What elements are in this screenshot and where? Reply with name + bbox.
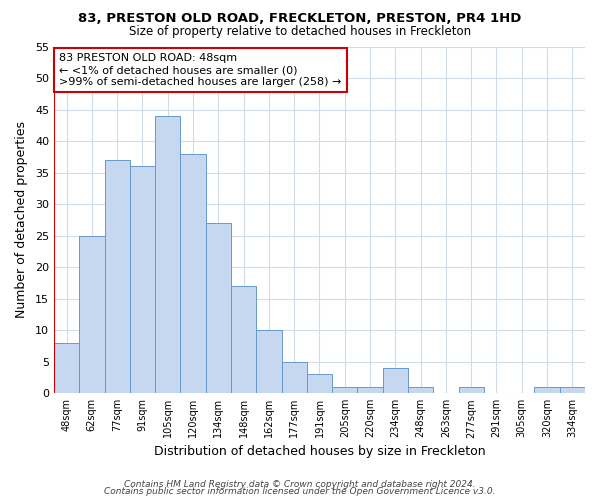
Bar	[383, 368, 408, 393]
Y-axis label: Number of detached properties: Number of detached properties	[15, 122, 28, 318]
Text: 83 PRESTON OLD ROAD: 48sqm
← <1% of detached houses are smaller (0)
>99% of semi: 83 PRESTON OLD ROAD: 48sqm ← <1% of deta…	[59, 54, 341, 86]
Bar	[231, 286, 256, 393]
Bar	[79, 236, 104, 393]
Bar	[408, 387, 433, 393]
Bar	[332, 387, 358, 393]
Bar	[307, 374, 332, 393]
Bar	[458, 387, 484, 393]
Bar	[358, 387, 383, 393]
Text: 83, PRESTON OLD ROAD, FRECKLETON, PRESTON, PR4 1HD: 83, PRESTON OLD ROAD, FRECKLETON, PRESTO…	[79, 12, 521, 26]
Bar	[181, 154, 206, 393]
Bar	[206, 223, 231, 393]
Bar	[560, 387, 585, 393]
Text: Size of property relative to detached houses in Freckleton: Size of property relative to detached ho…	[129, 25, 471, 38]
Bar	[130, 166, 155, 393]
Bar	[281, 362, 307, 393]
Text: Contains HM Land Registry data © Crown copyright and database right 2024.: Contains HM Land Registry data © Crown c…	[124, 480, 476, 489]
Bar	[54, 343, 79, 393]
Bar	[104, 160, 130, 393]
X-axis label: Distribution of detached houses by size in Freckleton: Distribution of detached houses by size …	[154, 444, 485, 458]
Bar	[535, 387, 560, 393]
Bar	[256, 330, 281, 393]
Bar	[155, 116, 181, 393]
Text: Contains public sector information licensed under the Open Government Licence v3: Contains public sector information licen…	[104, 487, 496, 496]
